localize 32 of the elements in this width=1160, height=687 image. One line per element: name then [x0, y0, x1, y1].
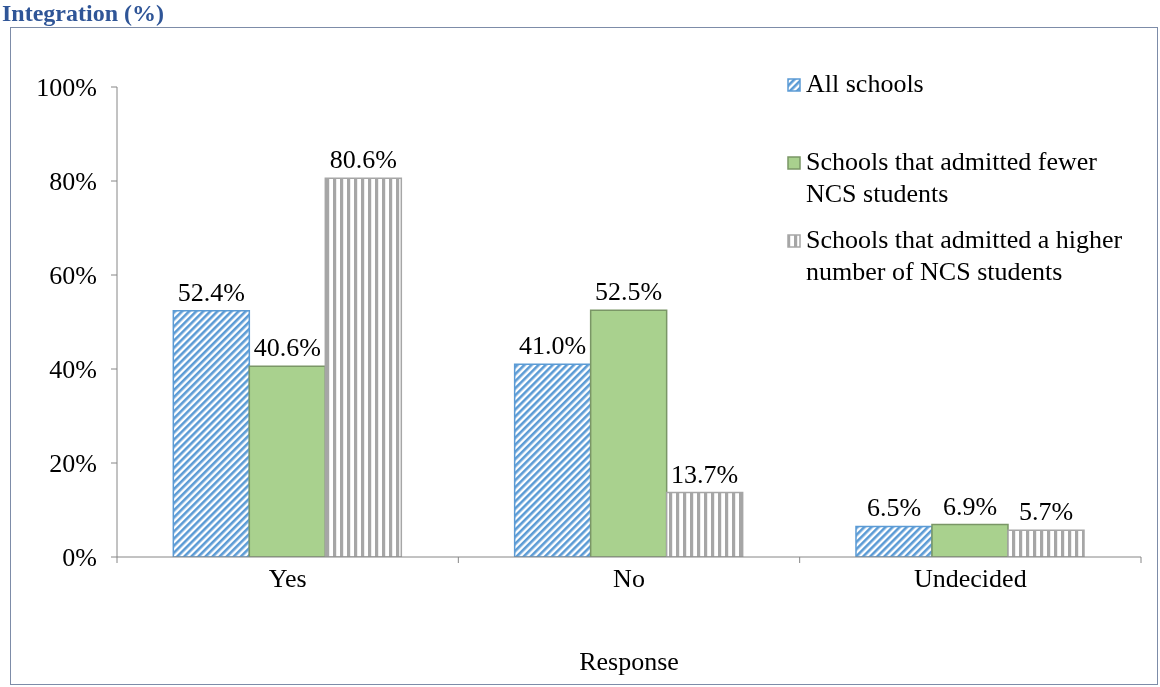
- data-label: 52.5%: [595, 277, 663, 307]
- y-tick-label: 20%: [49, 449, 97, 479]
- bar: [172, 309, 251, 557]
- legend-label: Schools that admitted fewer NCS students: [806, 146, 1098, 210]
- y-tick-label: 40%: [49, 355, 97, 385]
- y-tick-label: 100%: [36, 73, 97, 103]
- data-label: 80.6%: [329, 145, 397, 175]
- data-label: 6.9%: [942, 491, 998, 521]
- data-label: 6.5%: [866, 493, 922, 523]
- bar: [931, 523, 1009, 557]
- y-tick-label: 80%: [49, 167, 97, 197]
- bar: [665, 491, 744, 557]
- data-label: 52.4%: [177, 277, 245, 307]
- legend-label: Schools that admitted a higher number of NCS students: [806, 224, 1124, 288]
- bar: [324, 177, 403, 557]
- bar: [855, 525, 933, 557]
- x-axis-title: Response: [579, 647, 679, 676]
- data-label: 41.0%: [519, 331, 587, 361]
- legend-label: All schools: [806, 68, 925, 100]
- x-tick-label: Undecided: [914, 564, 1027, 594]
- chart-title: Integration (%): [2, 0, 164, 26]
- bar: [1007, 529, 1085, 557]
- bar: [513, 363, 592, 557]
- x-tick-label: Yes: [268, 564, 307, 594]
- data-label: 5.7%: [1018, 497, 1074, 527]
- data-label: 40.6%: [253, 333, 321, 363]
- x-tick-label: No: [613, 564, 645, 594]
- data-label: 13.7%: [671, 459, 739, 489]
- y-tick-label: 0%: [62, 543, 97, 573]
- bar: [248, 365, 327, 557]
- y-tick-label: 60%: [49, 261, 97, 291]
- bar: [589, 309, 668, 557]
